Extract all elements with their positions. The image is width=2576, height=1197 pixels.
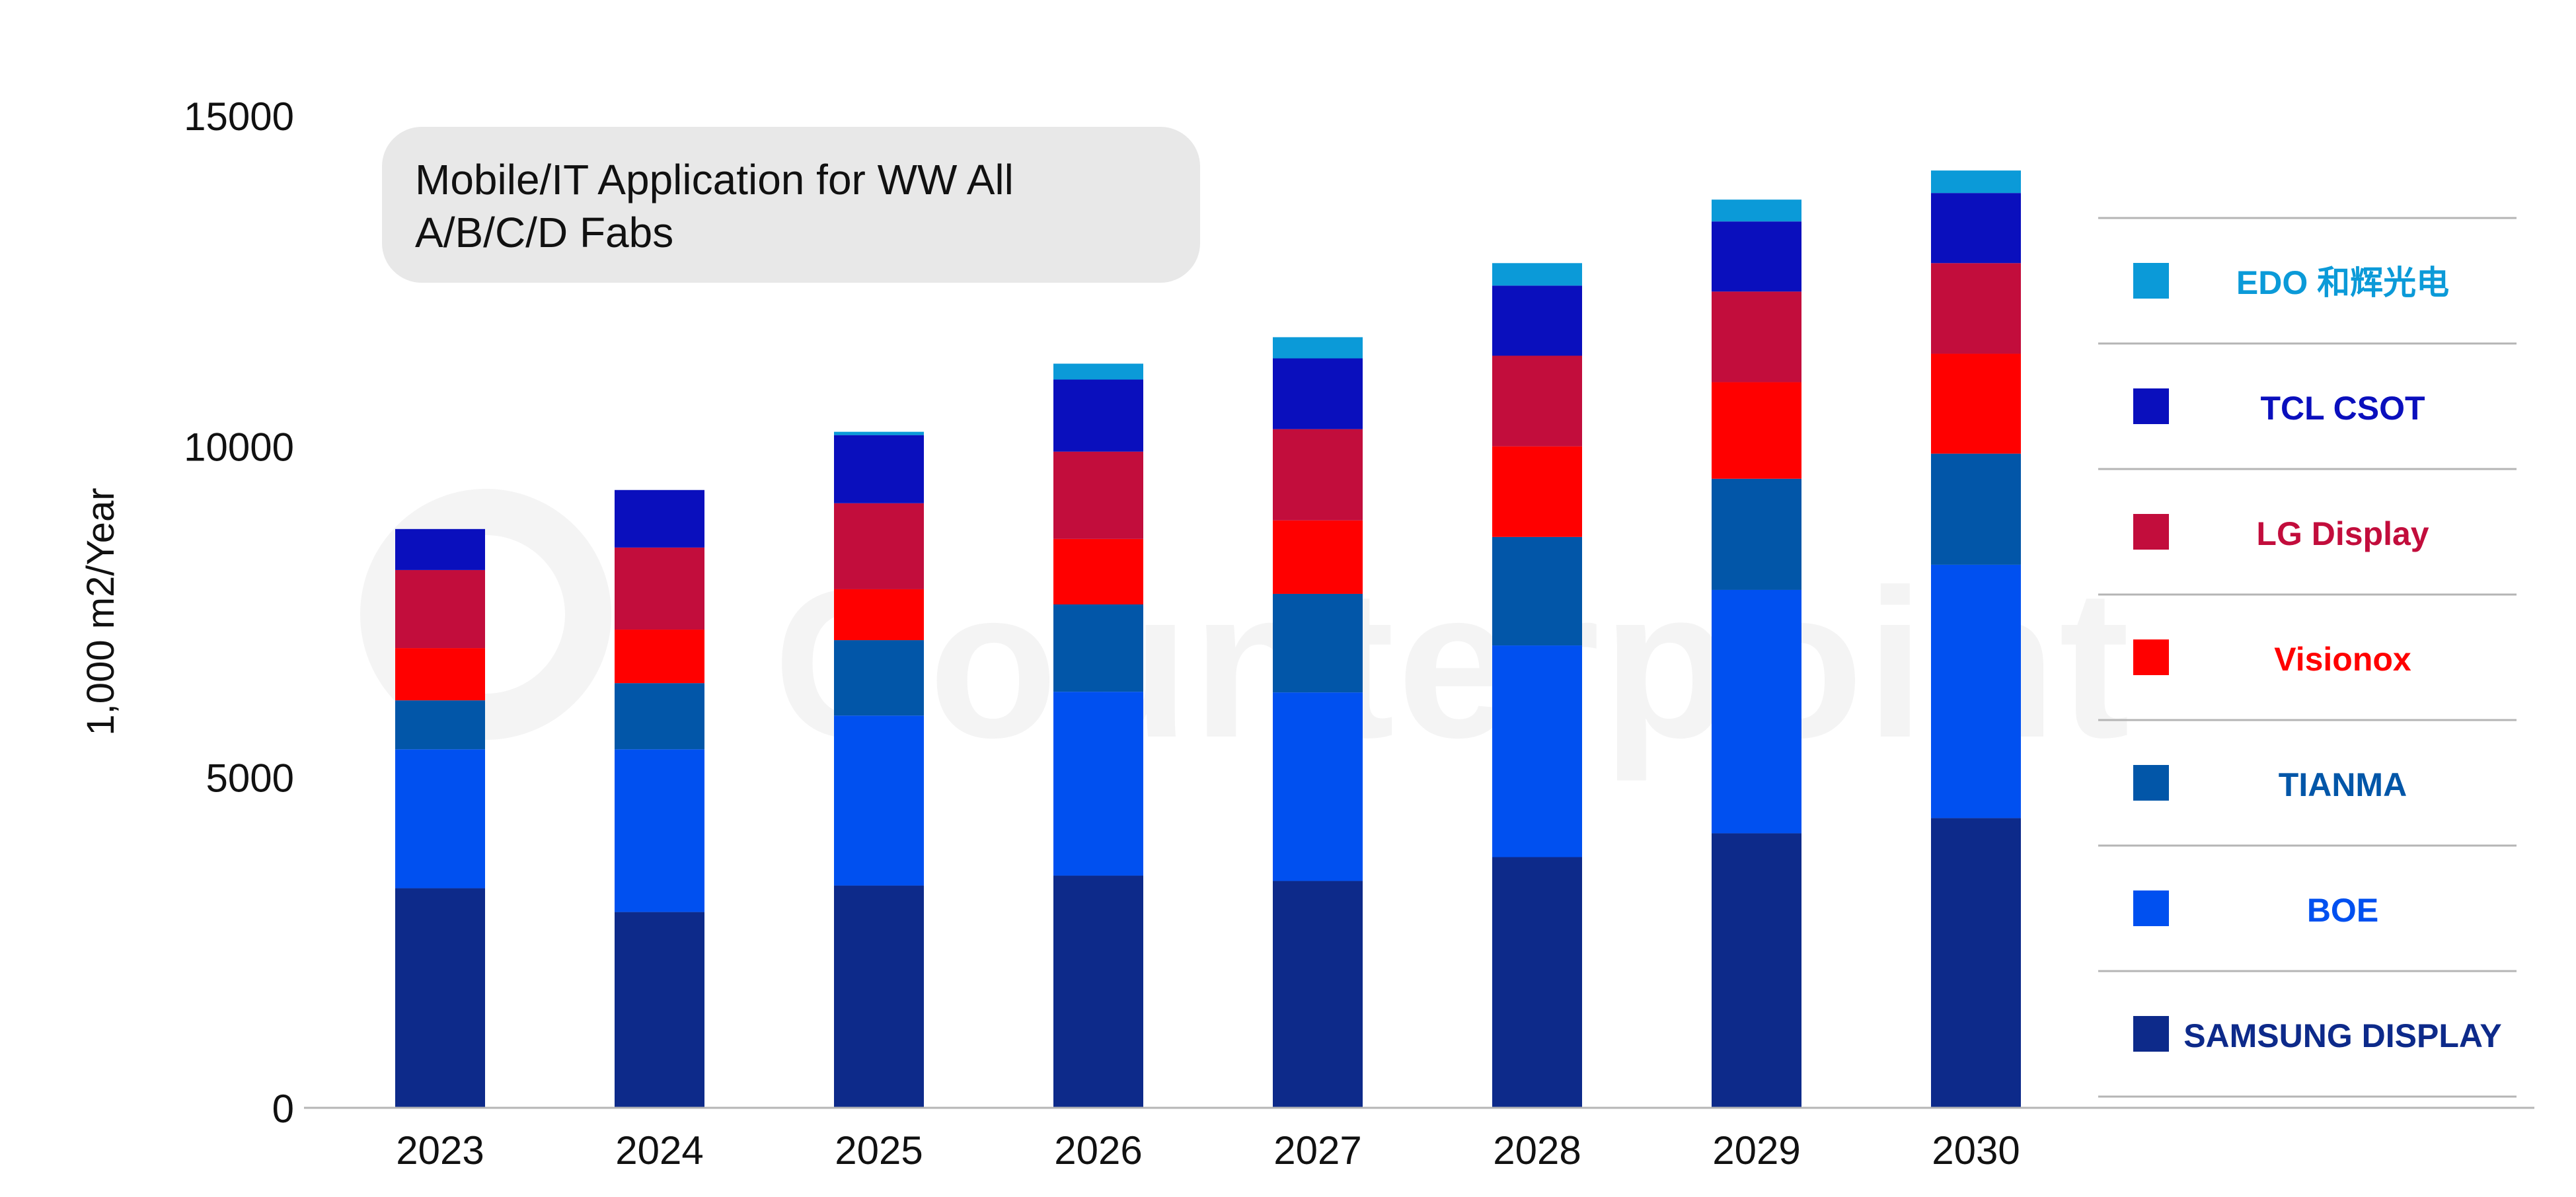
bar-segment [1053, 604, 1143, 692]
bar-segment [1712, 833, 1801, 1108]
bar-segment [395, 888, 485, 1108]
bar-segment [1053, 538, 1143, 604]
bar-segment [615, 547, 704, 630]
bar-segment [1053, 379, 1143, 452]
x-tick-label: 2024 [615, 1128, 703, 1173]
bar-segment [1712, 382, 1801, 479]
bar-segment [395, 700, 485, 750]
legend-group: EDO 和辉光电 TCL CSOT LG Display Visionox TIANMA… [2098, 217, 2517, 1098]
bars-group [395, 170, 2021, 1108]
x-tick-label: 2026 [1054, 1128, 1142, 1173]
axes-group: 0 5000 10000 15000 1,000 m2/Year 2023 2024 2025… [79, 94, 2534, 1173]
legend-label: LG Display [2256, 515, 2429, 552]
x-tick-label: 2029 [1712, 1128, 1800, 1173]
bar-segment [615, 630, 704, 684]
bar-segment [1712, 291, 1801, 382]
bar-segment [1712, 200, 1801, 222]
bar-segment [1712, 589, 1801, 834]
x-tick-label: 2030 [1932, 1128, 2020, 1173]
legend-label: Visionox [2274, 641, 2411, 678]
bar-segment [395, 528, 485, 570]
y-tick-label: 5000 [206, 756, 294, 800]
bar-segment [1931, 353, 2021, 454]
bar-segment [1492, 536, 1582, 646]
bar-segment [1931, 193, 2021, 264]
bar-segment [1931, 453, 2021, 565]
bar-segment [395, 749, 485, 889]
bar-segment [834, 885, 924, 1108]
legend-label: TCL CSOT [2260, 390, 2425, 427]
bar-segment [1273, 429, 1363, 521]
bar-segment [1273, 692, 1363, 881]
y-tick-label: 15000 [184, 94, 294, 139]
bar-segment [395, 569, 485, 649]
bar-segment [1931, 263, 2021, 354]
bar-segment [1492, 355, 1582, 447]
bar-segment [1712, 221, 1801, 292]
chart-title-box: Mobile/IT Application for WW All A/B/C/D… [382, 127, 1200, 283]
legend-swatch [2133, 514, 2169, 550]
bar-segment [1053, 363, 1143, 380]
bar-segment [1492, 285, 1582, 356]
bar-segment [834, 589, 924, 641]
bar-segment [1273, 881, 1363, 1108]
bar-segment [1931, 564, 2021, 818]
legend-label: EDO 和辉光电 [2236, 264, 2449, 301]
legend-swatch [2133, 1016, 2169, 1052]
legend-swatch [2133, 388, 2169, 424]
bar-segment [1931, 818, 2021, 1108]
x-tick-label: 2023 [396, 1128, 484, 1173]
legend-swatch [2133, 639, 2169, 675]
bar-segment [1273, 593, 1363, 693]
chart-title: Mobile/IT Application for WW All A/B/C/D… [415, 156, 1014, 256]
bar-segment [1053, 692, 1143, 876]
bar-segment [615, 749, 704, 912]
bar-segment [615, 490, 704, 548]
bar-segment [395, 648, 485, 701]
bar-segment [1492, 263, 1582, 286]
bar-segment [1931, 170, 2021, 194]
x-tick-label: 2025 [835, 1128, 923, 1173]
bar-segment [1053, 451, 1143, 539]
bar-segment [1492, 645, 1582, 857]
bar-segment [1053, 875, 1143, 1108]
y-tick-label: 0 [272, 1087, 294, 1131]
bar-segment [834, 640, 924, 716]
legend-label: SAMSUNG DISPLAY [2183, 1017, 2502, 1054]
x-tick-label: 2028 [1493, 1128, 1581, 1173]
bar-segment [1273, 337, 1363, 359]
legend-label: TIANMA [2279, 766, 2407, 803]
legend-swatch [2133, 890, 2169, 926]
bar-segment [615, 912, 704, 1108]
x-tick-label: 2027 [1273, 1128, 1361, 1173]
watermark-text: Counterpoint [773, 545, 2133, 781]
bar-segment [1492, 857, 1582, 1108]
bar-segment [1492, 446, 1582, 537]
bar-segment [834, 431, 924, 435]
bar-segment [1712, 478, 1801, 590]
legend-swatch [2133, 765, 2169, 801]
y-axis-label: 1,000 m2/Year [79, 488, 122, 735]
bar-segment [615, 683, 704, 750]
y-tick-label: 10000 [184, 425, 294, 470]
legend-label: BOE [2307, 892, 2378, 929]
bar-segment [834, 715, 924, 886]
bar-segment [834, 503, 924, 589]
bar-segment [1273, 520, 1363, 594]
legend-swatch [2133, 263, 2169, 299]
bar-segment [834, 435, 924, 503]
bar-segment [1273, 358, 1363, 429]
